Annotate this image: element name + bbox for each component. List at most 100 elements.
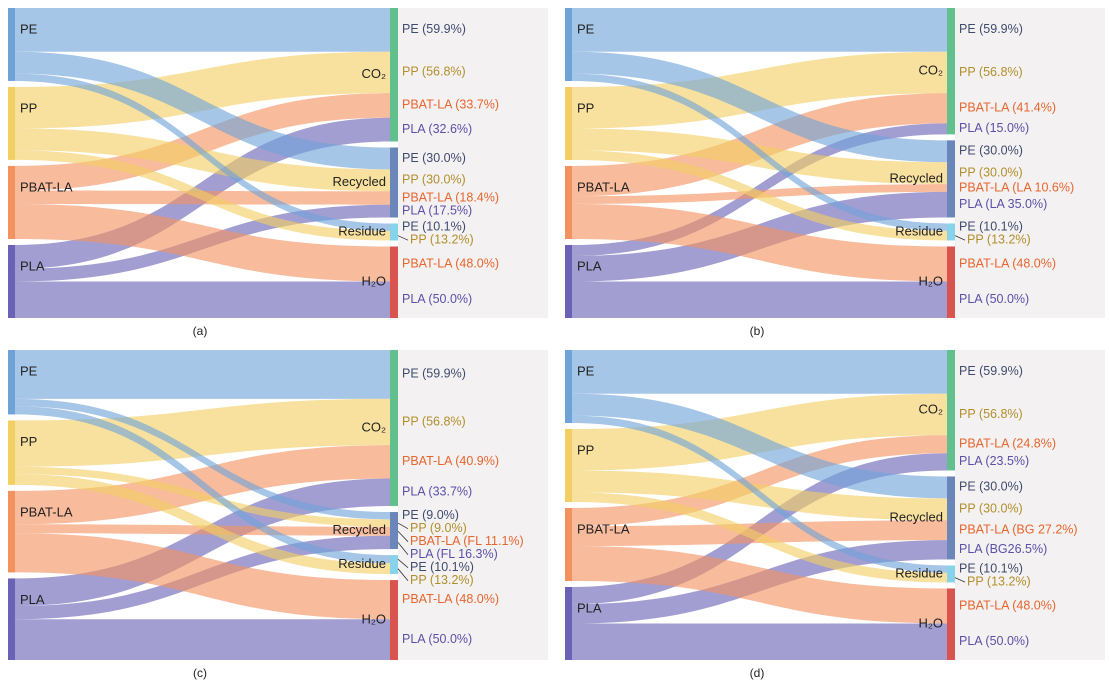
flow — [572, 203, 947, 282]
flow-label: PLA (15.0%) — [959, 121, 1029, 135]
flow — [15, 524, 390, 536]
flow-label: PBAT-LA (48.0%) — [959, 256, 1056, 270]
flow — [15, 398, 390, 467]
flow — [15, 150, 390, 241]
source-node — [565, 87, 572, 160]
target-node — [390, 147, 398, 218]
source-label: PE — [20, 363, 38, 378]
source-label: PE — [20, 21, 38, 36]
flow-label: PBAT-LA (41.4%) — [959, 101, 1056, 115]
flow-label: PBAT-LA (24.8%) — [959, 437, 1056, 451]
source-label: PLA — [20, 258, 45, 273]
label-area — [398, 8, 548, 318]
target-label: CO₂ — [918, 63, 943, 78]
leader-line — [397, 235, 409, 241]
flow — [572, 51, 947, 163]
leader-line — [397, 530, 409, 542]
source-node — [8, 578, 15, 660]
target-node — [947, 246, 955, 318]
caption: (c) — [193, 666, 207, 680]
source-node — [565, 508, 572, 581]
target-label: Residue — [895, 223, 943, 238]
source-node — [565, 166, 572, 239]
target-label: H₂O — [361, 274, 386, 289]
label-area — [398, 350, 548, 660]
flow-label: PLA (17.5%) — [402, 203, 472, 217]
target-node — [390, 8, 398, 142]
flow-label: PP (56.8%) — [959, 65, 1023, 79]
target-node — [947, 140, 955, 218]
flow — [572, 393, 947, 471]
flow-label: PBAT-LA (BG 27.2%) — [959, 522, 1078, 536]
target-node — [947, 476, 955, 560]
flow-label: PLA (50.0%) — [402, 632, 472, 646]
flow-label: PBAT-LA (48.0%) — [402, 256, 499, 270]
flow-label: PP (13.2%) — [410, 573, 474, 587]
flow-label: PLA (50.0%) — [959, 292, 1029, 306]
leader-line — [397, 542, 409, 555]
source-node — [8, 490, 15, 573]
flow — [15, 203, 390, 282]
flow-label: PE (59.9%) — [959, 22, 1023, 36]
target-node — [947, 565, 955, 583]
leader-line — [397, 522, 409, 530]
sankey-panel: PE PP PBAT-LA PLA CO₂ Recycled Residue H₂O PE (5… — [8, 350, 548, 680]
flow-label: PP (9.0%) — [410, 521, 467, 535]
flow — [572, 51, 947, 129]
label-area — [955, 8, 1105, 318]
source-node — [8, 86, 15, 160]
source-label: PP — [577, 442, 594, 457]
flow-label: PLA (50.0%) — [402, 292, 472, 306]
source-node — [8, 350, 15, 415]
target-node — [947, 350, 955, 471]
flow — [572, 393, 947, 499]
flow-label: PE (30.0%) — [402, 151, 466, 165]
target-node — [390, 580, 398, 660]
flow-label: PLA (BG26.5%) — [959, 542, 1047, 556]
caption: (a) — [193, 324, 208, 338]
flow — [572, 350, 947, 394]
flow-label: PP (13.2%) — [967, 232, 1031, 246]
target-label: Residue — [338, 556, 386, 571]
flow-label: PBAT-LA (18.4%) — [402, 190, 499, 204]
source-node — [8, 420, 15, 485]
source-label: PE — [577, 363, 595, 378]
label-area — [955, 350, 1105, 660]
target-label: H₂O — [361, 611, 386, 626]
source-label: PBAT-LA — [20, 504, 73, 519]
flow-label: PE (10.1%) — [959, 561, 1023, 575]
flow-label: PLA (50.0%) — [959, 634, 1029, 648]
target-label: Residue — [895, 565, 943, 580]
flow — [572, 545, 947, 624]
caption: (d) — [750, 666, 765, 680]
caption: (b) — [750, 324, 765, 338]
source-label: PBAT-LA — [20, 179, 73, 194]
leader-line — [397, 558, 409, 569]
flow-label: PE (10.1%) — [402, 219, 466, 233]
target-node — [390, 555, 398, 575]
flow — [15, 51, 390, 129]
target-label: Recycled — [890, 170, 943, 185]
flow-label: PE (10.1%) — [410, 560, 474, 574]
flow-label: PLA (LA 35.0%) — [959, 197, 1047, 211]
flow — [15, 128, 390, 192]
flow-label: PLA (23.5%) — [959, 454, 1029, 468]
leader-line — [397, 568, 409, 581]
source-node — [8, 165, 15, 239]
flow-label: PE (59.9%) — [959, 364, 1023, 378]
flow — [572, 73, 947, 231]
target-node — [390, 223, 398, 241]
flow-label: PE (30.0%) — [959, 144, 1023, 158]
flow-label: PE (59.9%) — [402, 22, 466, 36]
flow — [572, 415, 947, 573]
flow — [15, 406, 390, 564]
flow — [15, 533, 390, 620]
target-label: Recycled — [890, 509, 943, 524]
flow-label: PE (9.0%) — [402, 508, 459, 522]
source-node — [565, 245, 572, 318]
flow — [15, 350, 390, 399]
source-label: PLA — [577, 258, 602, 273]
flow-label: PE (59.9%) — [402, 367, 466, 381]
flow — [572, 93, 947, 197]
